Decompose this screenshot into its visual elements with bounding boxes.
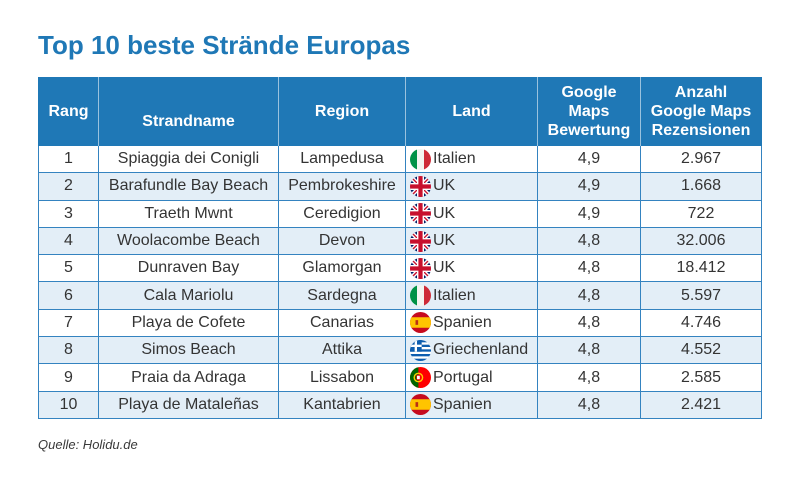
table-cell-bewertung: 4,8 [538, 282, 641, 310]
country-name: Griechenland [433, 341, 529, 359]
table-cell-rezensionen: 2.967 [641, 146, 762, 174]
table-cell-land: Spanien [406, 391, 538, 419]
column-header-rang: Rang [38, 77, 99, 146]
table-cell-strandname: Barafundle Bay Beach [99, 173, 279, 201]
table-cell-region: Lissabon [279, 364, 406, 392]
column-header-land: Land [406, 77, 538, 146]
table-cell-land: Italien [406, 146, 538, 174]
table-cell-strandname: Spiaggia dei Conigli [99, 146, 279, 174]
greece-flag-icon [410, 339, 431, 361]
source-note: Quelle: Holidu.de [38, 437, 138, 452]
table-cell-region: Ceredigion [279, 200, 406, 228]
country-name: Italien [433, 286, 476, 304]
table-cell-strandname: Cala Mariolu [99, 282, 279, 310]
table-cell-land: Portugal [406, 364, 538, 392]
table-cell-rezensionen: 1.668 [641, 173, 762, 201]
italy-flag-icon [410, 148, 431, 170]
table-cell-rezensionen: 2.585 [641, 364, 762, 392]
table-cell-land: Italien [406, 282, 538, 310]
table-cell-bewertung: 4,8 [538, 255, 641, 283]
table-cell-rang: 6 [38, 282, 99, 310]
column-header-rezensionen: Anzahl Google Maps Rezensionen [641, 77, 762, 146]
table-cell-region: Lampedusa [279, 146, 406, 174]
table-cell-region: Pembrokeshire [279, 173, 406, 201]
spain-flag-icon [410, 312, 431, 334]
table-cell-strandname: Simos Beach [99, 337, 279, 365]
table-cell-land: Griechenland [406, 337, 538, 365]
table-cell-rang: 10 [38, 391, 99, 419]
beach-ranking-table: Rang Strandname Region Land Google Maps … [38, 77, 762, 419]
table-cell-bewertung: 4,8 [538, 364, 641, 392]
table-cell-rezensionen: 4.552 [641, 337, 762, 365]
table-cell-rang: 3 [38, 200, 99, 228]
table-cell-rezensionen: 4.746 [641, 309, 762, 338]
country-name: UK [433, 204, 456, 222]
country-name: Spanien [433, 395, 492, 413]
country-name: Portugal [433, 368, 493, 386]
table-cell-land: UK [406, 227, 538, 256]
country-name: Italien [433, 150, 476, 168]
table-cell-rang: 5 [38, 255, 99, 283]
table-cell-rang: 8 [38, 337, 99, 365]
table-cell-rezensionen: 5.597 [641, 282, 762, 310]
table-cell-region: Kantabrien [279, 391, 406, 419]
table-cell-rang: 9 [38, 364, 99, 392]
italy-flag-icon [410, 285, 431, 307]
table-cell-region: Glamorgan [279, 255, 406, 283]
table-cell-region: Devon [279, 227, 406, 256]
table-cell-bewertung: 4,8 [538, 391, 641, 419]
table-cell-strandname: Playa de Mataleñas [99, 391, 279, 419]
country-name: Spanien [433, 313, 492, 331]
table-cell-strandname: Traeth Mwnt [99, 200, 279, 228]
table-cell-land: UK [406, 173, 538, 201]
table-cell-land: UK [406, 200, 538, 228]
table-cell-region: Sardegna [279, 282, 406, 310]
table-cell-bewertung: 4,8 [538, 227, 641, 256]
table-cell-region: Canarias [279, 309, 406, 338]
table-cell-rezensionen: 32.006 [641, 227, 762, 256]
spain-flag-icon [410, 394, 431, 416]
table-cell-bewertung: 4,8 [538, 337, 641, 365]
country-name: UK [433, 259, 456, 277]
table-cell-bewertung: 4,9 [538, 146, 641, 174]
table-cell-rang: 4 [38, 227, 99, 256]
table-cell-land: UK [406, 255, 538, 283]
uk-flag-icon [410, 257, 431, 279]
table-cell-rang: 2 [38, 173, 99, 201]
uk-flag-icon [410, 203, 431, 225]
table-cell-land: Spanien [406, 309, 538, 338]
column-header-strandname: Strandname [99, 77, 279, 146]
table-cell-region: Attika [279, 337, 406, 365]
country-name: UK [433, 232, 456, 250]
table-cell-rang: 1 [38, 146, 99, 174]
table-cell-strandname: Woolacombe Beach [99, 227, 279, 256]
table-cell-bewertung: 4,8 [538, 309, 641, 338]
uk-flag-icon [410, 230, 431, 252]
column-header-region: Region [279, 77, 406, 146]
column-header-bewertung: Google Maps Bewertung [538, 77, 641, 146]
table-cell-rang: 7 [38, 309, 99, 338]
uk-flag-icon [410, 175, 431, 197]
table-cell-rezensionen: 18.412 [641, 255, 762, 283]
table-cell-bewertung: 4,9 [538, 200, 641, 228]
table-cell-rezensionen: 722 [641, 200, 762, 228]
portugal-flag-icon [410, 367, 431, 389]
country-name: UK [433, 177, 456, 195]
table-cell-strandname: Dunraven Bay [99, 255, 279, 283]
table-cell-rezensionen: 2.421 [641, 391, 762, 419]
table-cell-bewertung: 4,9 [538, 173, 641, 201]
table-cell-strandname: Praia da Adraga [99, 364, 279, 392]
page-title: Top 10 beste Strände Europas [38, 30, 411, 60]
table-cell-strandname: Playa de Cofete [99, 309, 279, 338]
